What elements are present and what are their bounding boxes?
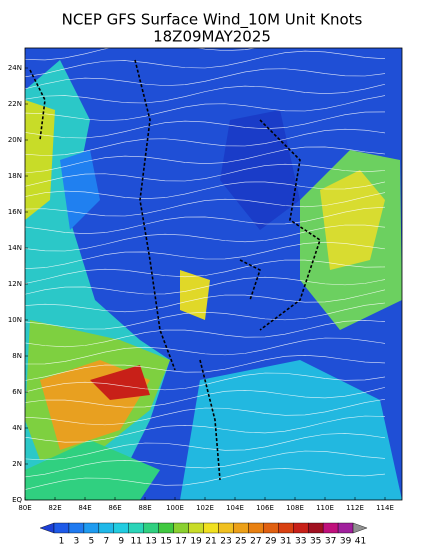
colorbar-segment bbox=[218, 522, 234, 534]
colorbar-label: 13 bbox=[145, 537, 156, 547]
colorbar-label: 41 bbox=[355, 537, 366, 547]
colorbar-label: 7 bbox=[103, 537, 109, 547]
colorbar-segment bbox=[68, 522, 85, 534]
colorbar-segment bbox=[203, 522, 219, 534]
colorbar-segment bbox=[337, 522, 354, 534]
lat-label: 2N bbox=[12, 460, 22, 468]
lat-label: 24N bbox=[8, 64, 22, 72]
colorbar-segment bbox=[322, 522, 339, 534]
lon-label: 86E bbox=[108, 504, 121, 512]
colorbar-segment bbox=[53, 522, 70, 534]
lon-label: 110E bbox=[316, 504, 334, 512]
colorbar-segment bbox=[158, 522, 174, 534]
colorbar-label: 23 bbox=[220, 537, 231, 547]
lat-label: 4N bbox=[12, 424, 22, 432]
colorbar-label: 1 bbox=[59, 537, 65, 547]
colorbar-label: 3 bbox=[74, 537, 80, 547]
lat-label: EQ bbox=[12, 496, 22, 504]
colorbar-segment bbox=[263, 522, 279, 534]
colorbar-label: 35 bbox=[310, 537, 321, 547]
lat-label: 22N bbox=[8, 100, 22, 108]
lon-label: 106E bbox=[256, 504, 274, 512]
lat-label: 8N bbox=[12, 352, 22, 360]
colorbar-label: 31 bbox=[280, 537, 291, 547]
colorbar-segment bbox=[293, 522, 309, 534]
lon-label: 82E bbox=[48, 504, 61, 512]
lon-label: 102E bbox=[196, 504, 214, 512]
lon-label: 108E bbox=[286, 504, 304, 512]
lat-label: 14N bbox=[8, 244, 22, 252]
colorbar-label: 21 bbox=[205, 537, 216, 547]
colorbar-segment bbox=[173, 522, 189, 534]
colorbar-label: 25 bbox=[235, 537, 246, 547]
colorbar-label: 9 bbox=[118, 537, 124, 547]
colorbar-segment bbox=[128, 522, 144, 534]
colorbar-segment bbox=[113, 522, 129, 534]
colorbar-label: 27 bbox=[250, 537, 261, 547]
lat-label: 6N bbox=[12, 388, 22, 396]
lon-label: 80E bbox=[18, 504, 31, 512]
lon-label: 84E bbox=[78, 504, 91, 512]
colorbar-label: 29 bbox=[265, 537, 277, 547]
colorbar-label: 15 bbox=[160, 537, 171, 547]
lon-label: 104E bbox=[226, 504, 244, 512]
lon-label: 114E bbox=[376, 504, 394, 512]
lat-label: 18N bbox=[8, 172, 22, 180]
lat-label: 12N bbox=[8, 280, 22, 288]
colorbar-label: 17 bbox=[175, 537, 186, 547]
subtitle: 18Z09MAY2025 bbox=[153, 28, 271, 46]
colorbar-triangle bbox=[39, 522, 55, 534]
colorbar-label: 5 bbox=[89, 537, 95, 547]
colorbar-segment bbox=[233, 522, 249, 534]
lon-label: 112E bbox=[346, 504, 364, 512]
colorbar-segment bbox=[188, 522, 204, 534]
colorbar-triangle bbox=[352, 522, 368, 534]
colorbar-segment bbox=[143, 522, 159, 534]
colorbar-label: 11 bbox=[131, 537, 142, 547]
colorbar-label: 33 bbox=[295, 537, 306, 547]
lat-label: 20N bbox=[8, 136, 22, 144]
colorbar-segment bbox=[278, 522, 294, 534]
colorbar-segment bbox=[83, 522, 100, 534]
colorbar-label: 37 bbox=[325, 537, 336, 547]
colorbar-segment bbox=[307, 522, 324, 534]
lon-label: 88E bbox=[138, 504, 151, 512]
colorbar-label: 39 bbox=[340, 537, 352, 547]
colorbar-segment bbox=[248, 522, 264, 534]
colorbar-label: 19 bbox=[190, 537, 202, 547]
lat-label: 16N bbox=[8, 208, 22, 216]
title: NCEP GFS Surface Wind_10M Unit Knots bbox=[62, 11, 363, 30]
map-field bbox=[25, 48, 402, 500]
colorbar-segment bbox=[98, 522, 115, 534]
map-frame bbox=[24, 47, 403, 501]
lon-label: 100E bbox=[166, 504, 184, 512]
lat-label: 10N bbox=[8, 316, 22, 324]
